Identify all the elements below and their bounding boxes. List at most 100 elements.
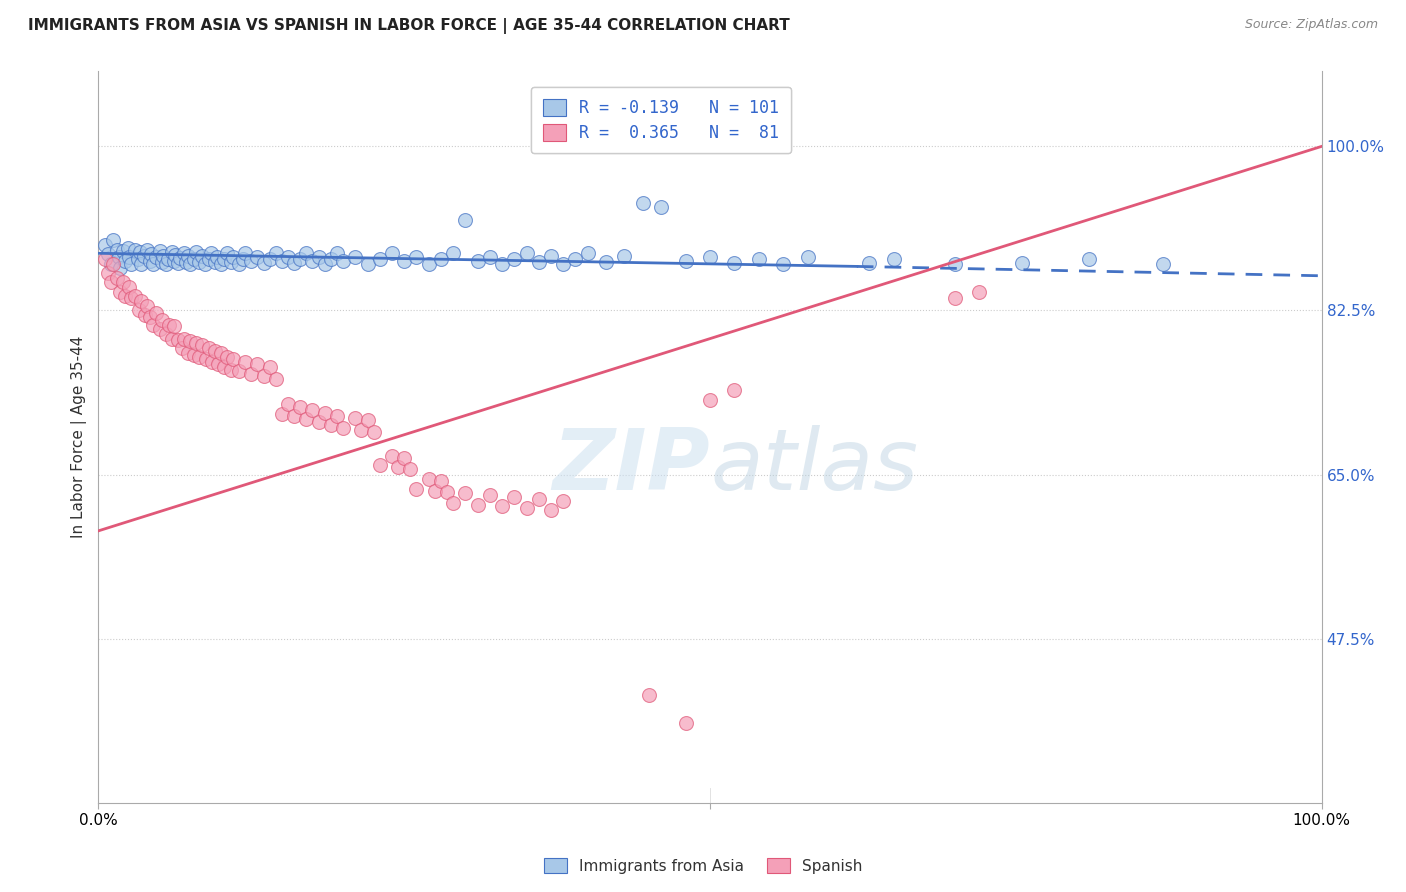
Point	[197, 341, 219, 355]
Point	[467, 253, 489, 268]
Point	[553, 257, 575, 271]
Point	[454, 486, 477, 500]
Point	[748, 252, 770, 266]
Point	[204, 343, 226, 358]
Point	[157, 252, 180, 266]
Point	[240, 368, 263, 382]
Point	[117, 241, 139, 255]
Point	[219, 362, 242, 376]
Point	[136, 243, 159, 257]
Point	[478, 250, 501, 264]
Point	[478, 488, 501, 502]
Point	[195, 352, 218, 367]
Point	[160, 245, 183, 260]
Point	[290, 252, 312, 266]
Point	[1078, 252, 1101, 266]
Point	[167, 255, 190, 269]
Point	[118, 280, 141, 294]
Point	[319, 417, 342, 432]
Point	[214, 359, 236, 374]
Point	[454, 212, 477, 227]
Point	[418, 472, 440, 486]
Point	[308, 250, 330, 264]
Point	[187, 351, 209, 365]
Text: Source: ZipAtlas.com: Source: ZipAtlas.com	[1244, 18, 1378, 31]
Point	[699, 392, 721, 407]
Point	[201, 355, 224, 369]
Point	[204, 254, 226, 268]
Point	[222, 352, 245, 367]
Point	[145, 306, 167, 320]
Point	[675, 253, 697, 268]
Point	[111, 244, 134, 259]
Point	[186, 245, 208, 260]
Point	[111, 276, 134, 290]
Point	[344, 411, 367, 425]
Point	[595, 254, 617, 268]
Point	[167, 334, 190, 348]
Point	[252, 255, 274, 269]
Point	[246, 250, 269, 264]
Point	[228, 364, 250, 378]
Point	[205, 250, 228, 264]
Point	[308, 415, 330, 429]
Point	[150, 313, 173, 327]
Point	[194, 257, 217, 271]
Point	[209, 345, 232, 359]
Point	[314, 257, 336, 271]
Point	[356, 257, 378, 271]
Point	[441, 496, 464, 510]
Point	[232, 252, 254, 266]
Point	[399, 462, 422, 476]
Point	[129, 245, 152, 260]
Point	[270, 407, 294, 421]
Point	[105, 243, 128, 257]
Point	[797, 250, 820, 264]
Point	[179, 334, 201, 349]
Point	[270, 253, 294, 268]
Point	[120, 257, 142, 271]
Point	[1152, 257, 1174, 271]
Point	[259, 252, 281, 266]
Text: atlas: atlas	[710, 425, 918, 508]
Point	[344, 250, 367, 264]
Point	[228, 257, 250, 271]
Point	[169, 251, 191, 265]
Point	[314, 406, 336, 420]
Point	[114, 253, 136, 268]
Point	[93, 237, 115, 252]
Point	[295, 246, 318, 260]
Point	[943, 257, 966, 271]
Point	[209, 257, 232, 271]
Point	[277, 250, 299, 264]
Point	[197, 252, 219, 266]
Text: IMMIGRANTS FROM ASIA VS SPANISH IN LABOR FORCE | AGE 35-44 CORRELATION CHART: IMMIGRANTS FROM ASIA VS SPANISH IN LABOR…	[28, 18, 790, 34]
Point	[101, 233, 124, 247]
Y-axis label: In Labor Force | Age 35-44: In Labor Force | Age 35-44	[72, 336, 87, 538]
Point	[214, 252, 236, 266]
Point	[219, 254, 242, 268]
Point	[650, 200, 672, 214]
Point	[418, 257, 440, 271]
Point	[150, 254, 173, 268]
Point	[215, 246, 238, 260]
Point	[467, 498, 489, 512]
Point	[100, 276, 122, 290]
Point	[564, 252, 586, 266]
Point	[215, 351, 238, 365]
Point	[515, 246, 537, 260]
Point	[114, 289, 136, 303]
Point	[200, 246, 222, 260]
Point	[527, 491, 550, 506]
Point	[183, 252, 205, 266]
Point	[187, 254, 209, 268]
Point	[124, 289, 146, 303]
Point	[368, 252, 391, 266]
Point	[527, 254, 550, 268]
Point	[264, 246, 287, 260]
Point	[165, 248, 187, 262]
Point	[134, 308, 156, 322]
Point	[177, 345, 200, 359]
Point	[381, 246, 404, 260]
Point	[723, 255, 745, 269]
